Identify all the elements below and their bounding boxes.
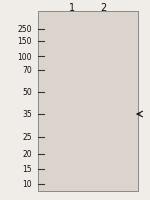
- Text: 150: 150: [18, 37, 32, 46]
- Text: 10: 10: [22, 180, 32, 189]
- Text: 100: 100: [18, 52, 32, 61]
- Text: 50: 50: [22, 88, 32, 97]
- Text: 25: 25: [22, 133, 32, 142]
- Text: 2: 2: [100, 3, 106, 13]
- Bar: [38, 12, 138, 191]
- Text: 35: 35: [22, 110, 32, 119]
- Text: 15: 15: [22, 165, 32, 174]
- Bar: [38, 12, 138, 191]
- Text: 1: 1: [69, 3, 75, 13]
- Text: 70: 70: [22, 66, 32, 75]
- Text: 20: 20: [22, 150, 32, 159]
- Text: 250: 250: [18, 25, 32, 34]
